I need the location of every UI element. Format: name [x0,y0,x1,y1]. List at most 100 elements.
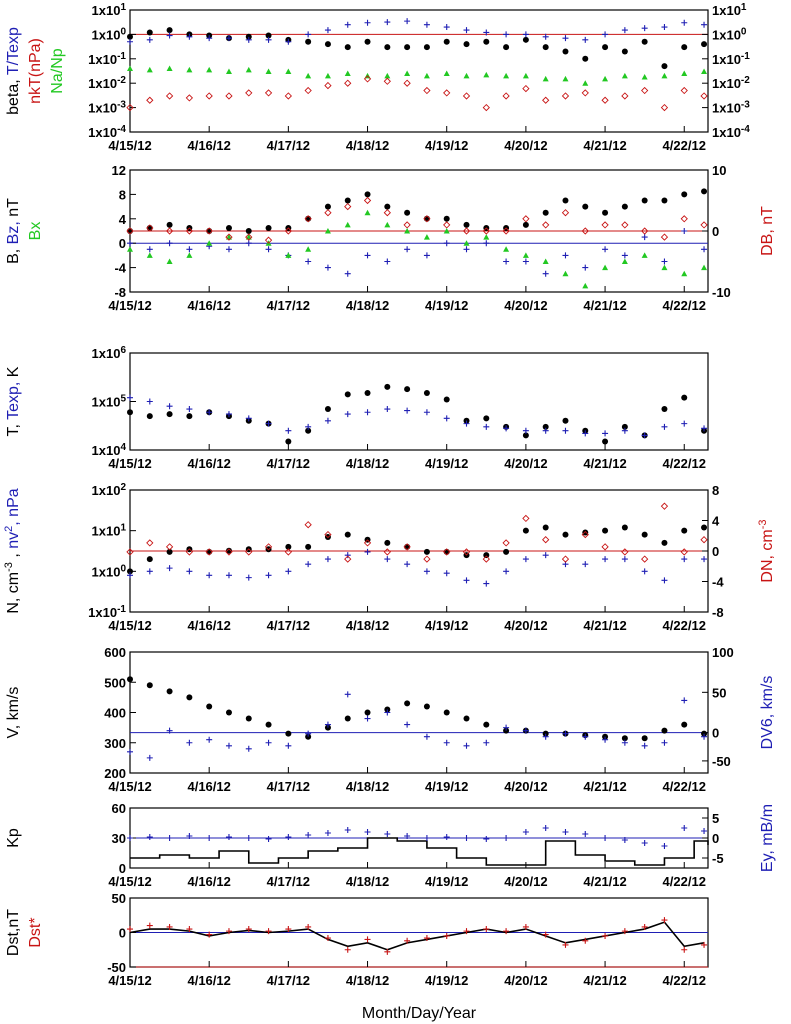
data-point [284,227,292,235]
y-tick-label: 400 [104,706,126,721]
y2-tick-label: 10 [712,163,726,178]
data-point [701,21,708,28]
y2-tick-base: 5 [712,811,719,826]
data-point [661,423,668,430]
data-point [641,531,648,538]
data-point [304,86,312,95]
data-point [561,92,570,100]
x-tick-label: 4/17/12 [267,779,310,794]
data-point [423,733,430,740]
data-point [285,68,292,75]
data-point [285,38,292,45]
y-tick-exp: -1 [117,50,126,61]
data-point [621,548,629,556]
y2-tick-label: 4 [712,514,720,529]
data-point [166,65,173,72]
y-tick-label: 500 [104,675,126,690]
data-point [581,89,589,97]
y-axis-label: V, km/s [5,687,22,739]
data-point [404,70,411,76]
data-point [344,44,351,51]
data-point [463,420,470,427]
data-point [324,721,331,728]
data-point [305,31,312,38]
y-axis-label-part: Bz, [5,217,22,245]
data-point [127,228,133,234]
data-point [364,936,371,943]
data-point [680,215,688,223]
data-point [285,568,292,575]
data-point [641,252,648,258]
data-point [384,831,391,837]
data-point [344,691,351,698]
data-point [265,246,272,253]
x-tick-label: 4/15/12 [108,138,151,153]
data-point [503,258,510,265]
data-point [305,427,312,434]
data-point [146,96,154,104]
x-tick-label: 4/20/12 [504,298,547,313]
data-point [582,264,589,271]
data-point [304,521,312,529]
data-point [681,19,688,26]
y2-tick-base: 1x10 [712,76,741,91]
data-point [245,233,253,241]
data-point [185,94,194,102]
data-point [383,209,391,217]
data-point [463,27,470,34]
data-point [285,438,292,445]
data-point [681,556,688,563]
series-N-0 [127,524,708,575]
data-point [602,246,609,253]
y-tick-base: 1x10 [92,524,121,539]
data-point [404,561,411,568]
x-tick-label: 4/19/12 [425,779,468,794]
data-point [661,727,668,734]
data-point [165,543,174,551]
data-point [661,843,668,849]
data-point [463,72,470,79]
y-tick-base: 60 [112,801,126,816]
panel-V: 200 300 400 500 600 -50 0 50 100 4/15/12 4/16/12 4/… [104,645,733,794]
data-point [186,246,193,253]
data-point [127,394,133,401]
data-point [660,103,669,112]
data-point [324,72,331,79]
data-point [443,228,450,234]
data-point [423,234,430,240]
data-point [542,733,549,740]
data-point [245,745,252,752]
data-point [127,409,133,416]
data-point [462,227,471,235]
series-line [129,921,705,951]
data-point [602,44,609,51]
data-point [364,252,371,259]
data-point [403,221,411,229]
data-point [701,828,708,834]
data-point [344,531,351,538]
data-point [305,423,312,430]
data-point [186,252,193,258]
data-point [641,227,649,235]
y2-tick-label: -10 [712,285,731,300]
data-point [186,406,193,413]
data-point [127,240,133,247]
data-point [483,926,490,933]
data-point [483,415,490,422]
data-point [285,543,292,550]
data-point [681,394,688,401]
data-point [602,75,609,82]
y-axis-label-part: T, [5,420,22,437]
data-point [582,80,589,86]
y2-tick-label: -8 [712,605,724,620]
data-point [503,568,510,575]
x-tick-label: 4/20/12 [504,618,547,633]
data-point [641,38,648,45]
y2-tick-label: 1x10-2 [712,75,750,92]
data-point [146,224,153,231]
y-tick-base: 300 [104,736,126,751]
data-point [503,724,510,731]
data-point [384,709,391,716]
y-tick-label: 60 [112,801,126,816]
data-point [404,721,411,728]
